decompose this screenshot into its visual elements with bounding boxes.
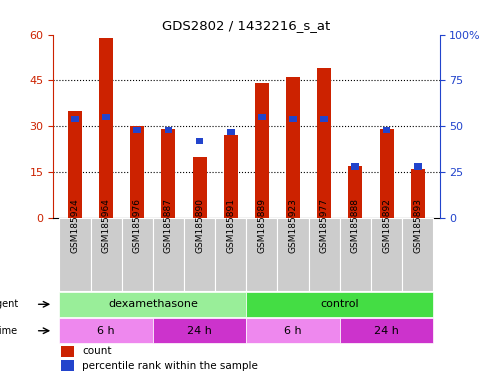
Bar <box>352 164 359 169</box>
Text: time: time <box>0 326 18 336</box>
Bar <box>99 38 113 218</box>
FancyBboxPatch shape <box>59 218 90 291</box>
Bar <box>227 129 235 135</box>
FancyBboxPatch shape <box>246 318 340 343</box>
FancyBboxPatch shape <box>278 218 309 291</box>
Bar <box>133 127 141 133</box>
FancyBboxPatch shape <box>309 218 340 291</box>
Text: GSM185964: GSM185964 <box>101 198 111 253</box>
Bar <box>165 127 172 133</box>
Bar <box>320 116 328 122</box>
Text: percentile rank within the sample: percentile rank within the sample <box>82 361 258 371</box>
FancyBboxPatch shape <box>59 291 246 317</box>
FancyBboxPatch shape <box>59 318 153 343</box>
Bar <box>61 360 74 371</box>
Bar <box>383 127 390 133</box>
Text: dexamethasone: dexamethasone <box>108 299 198 309</box>
Text: 24 h: 24 h <box>374 326 399 336</box>
Text: GSM185888: GSM185888 <box>351 198 360 253</box>
Text: GSM185892: GSM185892 <box>382 198 391 253</box>
Text: 6 h: 6 h <box>284 326 302 336</box>
Text: GSM185890: GSM185890 <box>195 198 204 253</box>
Text: GSM185924: GSM185924 <box>71 198 79 253</box>
FancyBboxPatch shape <box>90 218 122 291</box>
Bar <box>380 129 394 218</box>
Bar <box>255 83 269 218</box>
Text: GSM185893: GSM185893 <box>413 198 422 253</box>
Text: 6 h: 6 h <box>97 326 115 336</box>
Bar <box>317 68 331 218</box>
Bar <box>286 77 300 218</box>
Bar <box>224 135 238 218</box>
Bar <box>289 116 297 122</box>
FancyBboxPatch shape <box>122 218 153 291</box>
FancyBboxPatch shape <box>246 218 278 291</box>
FancyBboxPatch shape <box>153 218 184 291</box>
FancyBboxPatch shape <box>153 318 246 343</box>
Text: GSM185887: GSM185887 <box>164 198 173 253</box>
Bar <box>411 169 425 218</box>
Bar <box>130 126 144 218</box>
Title: GDS2802 / 1432216_s_at: GDS2802 / 1432216_s_at <box>162 19 330 32</box>
Text: GSM185889: GSM185889 <box>257 198 267 253</box>
FancyBboxPatch shape <box>215 218 246 291</box>
FancyBboxPatch shape <box>246 291 433 317</box>
Bar <box>193 157 207 218</box>
FancyBboxPatch shape <box>340 218 371 291</box>
Text: agent: agent <box>0 299 18 309</box>
Text: GSM185923: GSM185923 <box>288 198 298 253</box>
Bar <box>68 111 82 218</box>
Bar <box>414 164 422 169</box>
Bar <box>102 114 110 120</box>
Text: GSM185976: GSM185976 <box>133 198 142 253</box>
Text: control: control <box>321 299 359 309</box>
Bar <box>258 114 266 120</box>
FancyBboxPatch shape <box>340 318 433 343</box>
Bar <box>61 346 74 357</box>
Bar <box>348 166 362 218</box>
Bar <box>71 116 79 122</box>
Text: GSM185891: GSM185891 <box>226 198 235 253</box>
FancyBboxPatch shape <box>371 218 402 291</box>
Bar <box>196 138 203 144</box>
FancyBboxPatch shape <box>184 218 215 291</box>
Text: count: count <box>82 346 112 356</box>
Text: GSM185977: GSM185977 <box>320 198 329 253</box>
Bar <box>161 129 175 218</box>
FancyBboxPatch shape <box>402 218 433 291</box>
Text: 24 h: 24 h <box>187 326 212 336</box>
